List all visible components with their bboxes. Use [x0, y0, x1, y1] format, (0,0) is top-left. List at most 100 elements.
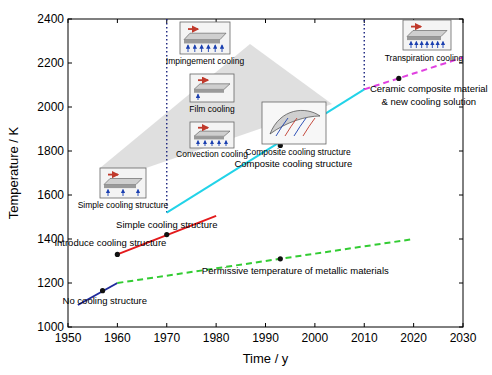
- icon-plate: [184, 33, 226, 39]
- y-tick: [459, 151, 463, 152]
- icon-plate-side: [104, 185, 136, 189]
- icon-cool-arrow: [219, 141, 220, 146]
- y-tick-label: 1600: [37, 188, 64, 202]
- annotation-label: Ceramic composite material: [370, 83, 488, 94]
- x-tick-label: 2010: [351, 331, 378, 345]
- x-axis-title: Time / y: [243, 351, 289, 366]
- diagram-label: Impingement cooling: [166, 56, 245, 66]
- icon-frame: [190, 74, 234, 102]
- icon-frame: [100, 168, 146, 198]
- icon-frame: [180, 22, 230, 54]
- annotation-point: [278, 256, 283, 261]
- y-tick: [68, 283, 72, 284]
- annotation-point: [115, 252, 120, 257]
- icon-plate-side: [184, 40, 220, 44]
- icon-cool-arrow: [222, 45, 223, 52]
- x-tick: [265, 19, 266, 23]
- annotation-label: No cooling structure: [63, 295, 147, 306]
- icon-cool-arrow: [421, 42, 422, 48]
- y-tick: [459, 283, 463, 284]
- cooling-icon: [403, 20, 451, 50]
- icon-hot-arrow: [198, 79, 208, 81]
- icon-cool-arrow: [437, 42, 438, 48]
- annotation-point: [396, 76, 401, 81]
- reference-line: [166, 19, 167, 213]
- y-tick-label: 2400: [37, 12, 64, 26]
- icon-cool-arrow: [416, 42, 417, 48]
- icon-cool-arrow: [215, 45, 216, 52]
- diagram-label: Convection cooling: [176, 149, 248, 159]
- icon-hot-arrow: [188, 28, 198, 30]
- icon-cool-arrow: [198, 94, 199, 100]
- x-tick-label: 1980: [203, 331, 230, 345]
- x-tick: [117, 19, 118, 23]
- diagram-label: Transpiration cooling: [385, 53, 464, 63]
- x-tick-label: 2020: [400, 331, 427, 345]
- icon-cool-arrow: [432, 42, 433, 48]
- y-tick: [68, 63, 72, 64]
- y-tick: [459, 19, 463, 20]
- annotation-label: Introduce cooling structure: [54, 237, 166, 248]
- icon-hot-arrow: [108, 174, 118, 176]
- y-tick: [68, 151, 72, 152]
- x-tick: [463, 19, 464, 23]
- y-tick: [68, 107, 72, 108]
- annotation-label: Composite cooling structure: [234, 158, 352, 169]
- icon-plate: [194, 84, 230, 90]
- plot-area: [78, 19, 463, 305]
- annotation-point: [100, 288, 105, 293]
- x-tick: [166, 323, 167, 327]
- icon-plate: [104, 179, 142, 185]
- icon-blade: [270, 110, 320, 134]
- icon-cool-arrow: [123, 190, 124, 196]
- icon-frame: [262, 102, 326, 144]
- icon-cool-arrow: [138, 190, 139, 196]
- x-tick: [68, 19, 69, 23]
- icon-plate-side: [407, 37, 441, 41]
- diagram-label: Composite cooling structure: [245, 147, 351, 157]
- y-tick: [459, 327, 463, 328]
- x-tick-label: 1970: [153, 331, 180, 345]
- icon-flow: [303, 118, 315, 136]
- x-tick-label: 2030: [450, 331, 477, 345]
- x-tick: [216, 323, 217, 327]
- x-tick: [413, 323, 414, 327]
- y-tick: [68, 195, 72, 196]
- y-tick: [68, 19, 72, 20]
- x-tick-label: 1990: [252, 331, 279, 345]
- x-tick-label: 1960: [104, 331, 131, 345]
- icon-plate: [194, 131, 230, 136]
- series-line: [167, 89, 365, 212]
- x-tick: [117, 323, 118, 327]
- icon-cool-arrow: [427, 42, 428, 48]
- y-tick-label: 2200: [37, 56, 64, 70]
- x-tick: [68, 323, 69, 327]
- icon-cool-arrow: [205, 141, 206, 146]
- diagram-label: Film cooling: [189, 104, 235, 114]
- icon-hot-arrow: [198, 127, 208, 129]
- y-tick-label: 1200: [37, 276, 64, 290]
- icon-plate-side: [194, 136, 224, 139]
- x-tick: [463, 323, 464, 327]
- icon-cool-arrow: [198, 141, 199, 146]
- composite-icon: [262, 102, 326, 144]
- icon-cool-arrow: [411, 42, 412, 48]
- annotation-label: & new cooling solution: [382, 96, 477, 107]
- y-tick-label: 1000: [37, 320, 64, 334]
- x-tick-label: 2000: [302, 331, 329, 345]
- x-tick: [265, 323, 266, 327]
- icon-cool-arrow: [226, 141, 227, 146]
- icon-frame: [190, 122, 234, 148]
- cooling-icon: [180, 22, 230, 54]
- icon-hot-arrow: [411, 26, 421, 28]
- x-tick: [314, 19, 315, 23]
- cooling-icon: [100, 168, 146, 198]
- diagram-label: Simple cooling structure: [78, 200, 169, 210]
- icon-cool-arrow: [194, 45, 195, 52]
- icon-cool-arrow: [108, 190, 109, 196]
- y-tick: [459, 239, 463, 240]
- y-tick: [459, 195, 463, 196]
- annotation-label: Simple cooling structure: [116, 219, 217, 230]
- plot-frame: [68, 19, 463, 327]
- icon-cool-arrow: [443, 42, 444, 48]
